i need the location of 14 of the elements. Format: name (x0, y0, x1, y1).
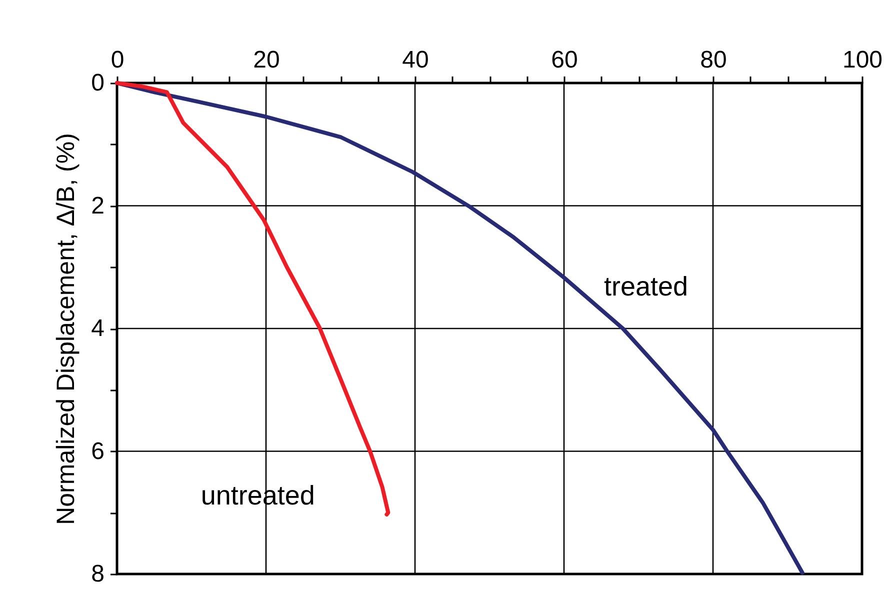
x-tick-label: 0 (110, 46, 124, 74)
x-tick-label: 40 (402, 46, 429, 74)
line-series (115, 81, 390, 516)
y-tick-label: 4 (91, 315, 104, 342)
y-tick-label: 8 (91, 560, 104, 588)
y-tick-label: 6 (91, 438, 104, 465)
x-tick-label: 60 (551, 46, 578, 74)
y-axis-title: Normalized Displacement, Δ/B, (%) (52, 133, 80, 525)
x-tick-label: 100 (842, 46, 883, 74)
y-tick-label: 2 (91, 192, 104, 220)
series-label: treated (604, 272, 688, 302)
x-tick-label: 20 (253, 46, 280, 74)
y-tick-label: 0 (91, 70, 104, 96)
x-tick-label: 80 (700, 46, 727, 74)
